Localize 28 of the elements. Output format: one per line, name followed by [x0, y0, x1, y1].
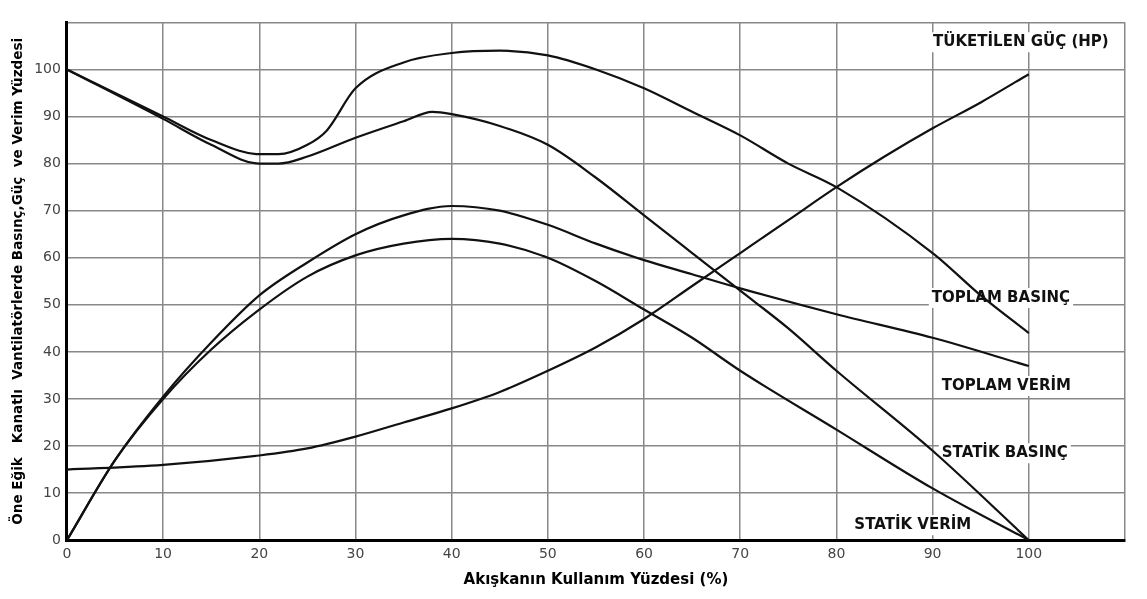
y-tick-label: 20: [43, 436, 61, 453]
x-tick-label: 100: [1015, 545, 1043, 562]
x-tick-label: 50: [538, 545, 557, 562]
y-tick-label: 100: [34, 60, 61, 77]
x-tick-label: 10: [154, 545, 173, 562]
x-tick-label: 0: [62, 545, 72, 562]
series-label: STATİK VERİM: [854, 514, 972, 534]
y-tick-label: 10: [43, 483, 61, 500]
x-tick-label: 60: [635, 545, 653, 562]
y-tick-label: 30: [43, 389, 61, 406]
y-tick-label: 40: [43, 342, 61, 359]
x-tick-label: 90: [923, 545, 942, 562]
y-axis-title: Öne Eğik Kanatlı Vantilatörlerde Basınç,Güç ve Verim Yüzdesi: [7, 37, 25, 525]
x-axis-title: Akışkanın Kullanım Yüzdesi (%): [463, 569, 729, 588]
y-tick-label: 60: [43, 248, 61, 265]
series-label: TOPLAM VERİM: [941, 374, 1072, 394]
x-tick-label: 80: [827, 545, 846, 562]
x-tick-label: 20: [250, 545, 269, 562]
text: TÜKETİLEN GÜÇ (HP): [932, 31, 1109, 51]
x-tick-label: 30: [346, 545, 365, 562]
y-tick-label: 0: [52, 530, 61, 547]
y-tick-label: 50: [43, 295, 61, 312]
x-tick-label: 70: [731, 545, 750, 562]
series-label: STATİK BASINÇ: [941, 442, 1068, 462]
y-tick-label: 80: [43, 154, 61, 171]
x-tick-label: 40: [442, 545, 461, 562]
y-tick-label: 70: [43, 201, 61, 218]
y-tick-label: 90: [43, 107, 61, 124]
